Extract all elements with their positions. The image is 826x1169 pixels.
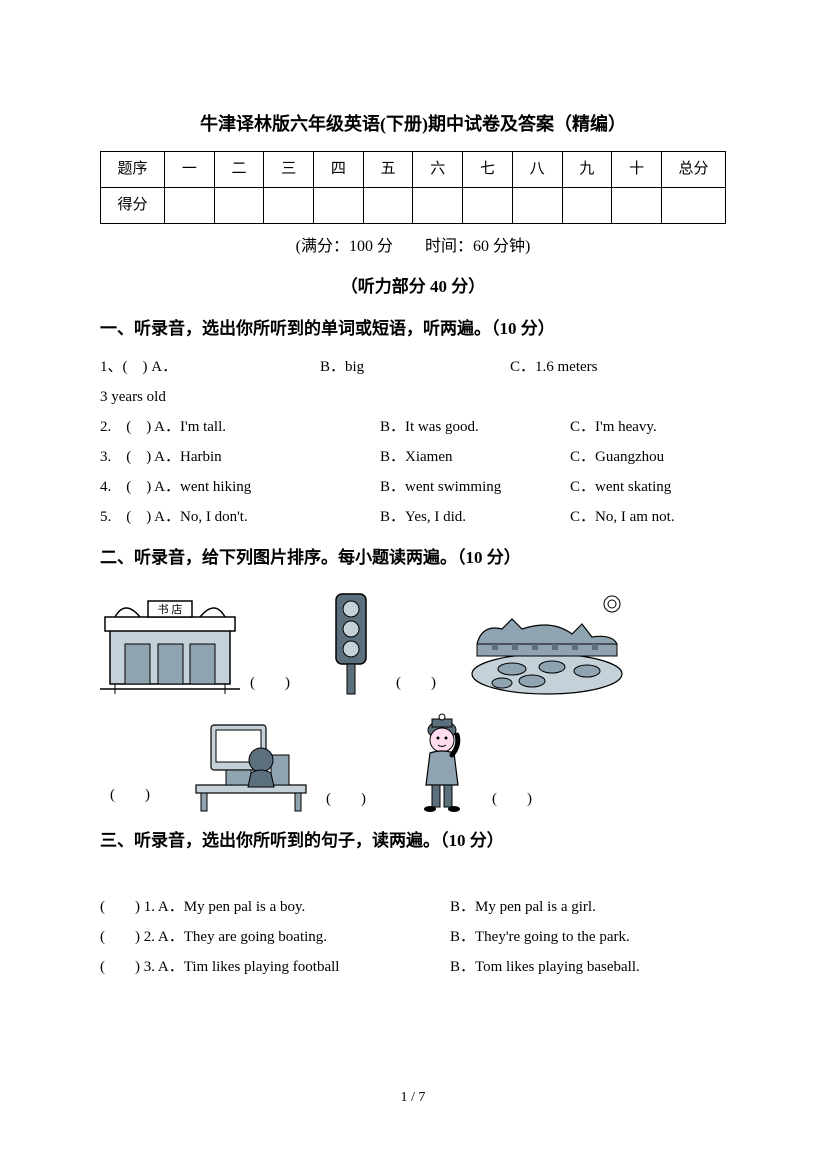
question-row: ( ) 2. A．They are going boating. B．They'… — [100, 922, 726, 952]
td — [413, 187, 463, 223]
th: 二 — [214, 151, 264, 187]
td — [463, 187, 513, 223]
question-row: 1、( ) A．3 years old B．big C．1.6 meters — [100, 352, 726, 412]
td — [562, 187, 612, 223]
q-optB: B．big — [320, 352, 510, 412]
td — [662, 187, 726, 223]
td — [612, 187, 662, 223]
th: 七 — [463, 151, 513, 187]
q-optB: B．My pen pal is a girl. — [450, 892, 726, 922]
blank-paren: ( ) — [482, 787, 538, 815]
td — [214, 187, 264, 223]
th: 五 — [363, 151, 413, 187]
q-num: 4. ( ) A．went hiking — [100, 472, 380, 502]
td — [363, 187, 413, 223]
blank-paren: ( ) — [316, 787, 372, 815]
q-optB: B．went swimming — [380, 472, 570, 502]
q-optC: C．went skating — [570, 472, 726, 502]
q-num: 1、( ) A．3 years old — [100, 352, 180, 412]
image-row-2: ( ) ( ) ( ) — [100, 705, 726, 815]
question-row: 2. ( ) A．I'm tall. B．It was good. C．I'm … — [100, 412, 726, 442]
q-num: ( ) 3. A．Tim likes playing football — [100, 952, 450, 982]
page-title: 牛津译林版六年级英语(下册)期中试卷及答案（精编） — [100, 110, 726, 139]
question-row: ( ) 3. A．Tim likes playing football B．To… — [100, 952, 726, 982]
td — [512, 187, 562, 223]
section2-heading: 二、听录音，给下列图片排序。每小题读两遍。（10 分） — [100, 544, 726, 571]
td: 得分 — [101, 187, 165, 223]
th: 六 — [413, 151, 463, 187]
th: 九 — [562, 151, 612, 187]
section1-heading: 一、听录音，选出你所听到的单词或短语，听两遍。（10 分） — [100, 315, 726, 342]
q-num: 2. ( ) A．I'm tall. — [100, 412, 380, 442]
blank-paren: ( ) — [240, 671, 296, 699]
q-optC: C．1.6 meters — [510, 352, 726, 412]
question-row: ( ) 1. A．My pen pal is a boy. B．My pen p… — [100, 892, 726, 922]
blank-paren: ( ) — [386, 671, 442, 699]
q-num: ( ) 2. A．They are going boating. — [100, 922, 450, 952]
trafficlight-image: ( ) — [316, 589, 442, 699]
th: 题序 — [101, 151, 165, 187]
th: 八 — [512, 151, 562, 187]
image-row-1: 书 店 ( ) ( ) — [100, 589, 726, 699]
blank-paren: ( ) — [100, 783, 156, 815]
exam-meta: (满分：100 分 时间：60 分钟) — [100, 234, 726, 260]
th: 三 — [264, 151, 314, 187]
q-optB: B．It was good. — [380, 412, 570, 442]
page-number: 1 / 7 — [0, 1087, 826, 1109]
td — [165, 187, 215, 223]
q-num: 3. ( ) A．Harbin — [100, 442, 380, 472]
q-num: ( ) 1. A．My pen pal is a boy. — [100, 892, 450, 922]
police-image: ( ) — [402, 705, 538, 815]
table-row: 得分 — [101, 187, 726, 223]
computer-image: ( ) — [186, 715, 372, 815]
question-row: 5. ( ) A．No, I don't. B．Yes, I did. C．No… — [100, 502, 726, 532]
q-optB: B．They're going to the park. — [450, 922, 726, 952]
picnic-image — [462, 589, 632, 699]
th: 总分 — [662, 151, 726, 187]
section3-heading: 三、听录音，选出你所听到的句子，读两遍。（10 分） — [100, 827, 726, 854]
q-optC: C．No, I am not. — [570, 502, 726, 532]
question-row: 4. ( ) A．went hiking B．went swimming C．w… — [100, 472, 726, 502]
td — [314, 187, 364, 223]
table-row: 题序 一 二 三 四 五 六 七 八 九 十 总分 — [101, 151, 726, 187]
th: 十 — [612, 151, 662, 187]
bookstore-image: 书 店 ( ) — [100, 589, 296, 699]
q-optB: B．Yes, I did. — [380, 502, 570, 532]
score-table: 题序 一 二 三 四 五 六 七 八 九 十 总分 得分 — [100, 151, 726, 224]
q-optC: C．Guangzhou — [570, 442, 726, 472]
th: 四 — [314, 151, 364, 187]
listening-header: （听力部分 40 分） — [100, 273, 726, 300]
q-optB: B．Tom likes playing baseball. — [450, 952, 726, 982]
q-optB: B．Xiamen — [380, 442, 570, 472]
question-row: 3. ( ) A．Harbin B．Xiamen C．Guangzhou — [100, 442, 726, 472]
q-num: 5. ( ) A．No, I don't. — [100, 502, 380, 532]
bookstore-label: 书 店 — [158, 602, 183, 616]
td — [264, 187, 314, 223]
th: 一 — [165, 151, 215, 187]
q-optC: C．I'm heavy. — [570, 412, 726, 442]
